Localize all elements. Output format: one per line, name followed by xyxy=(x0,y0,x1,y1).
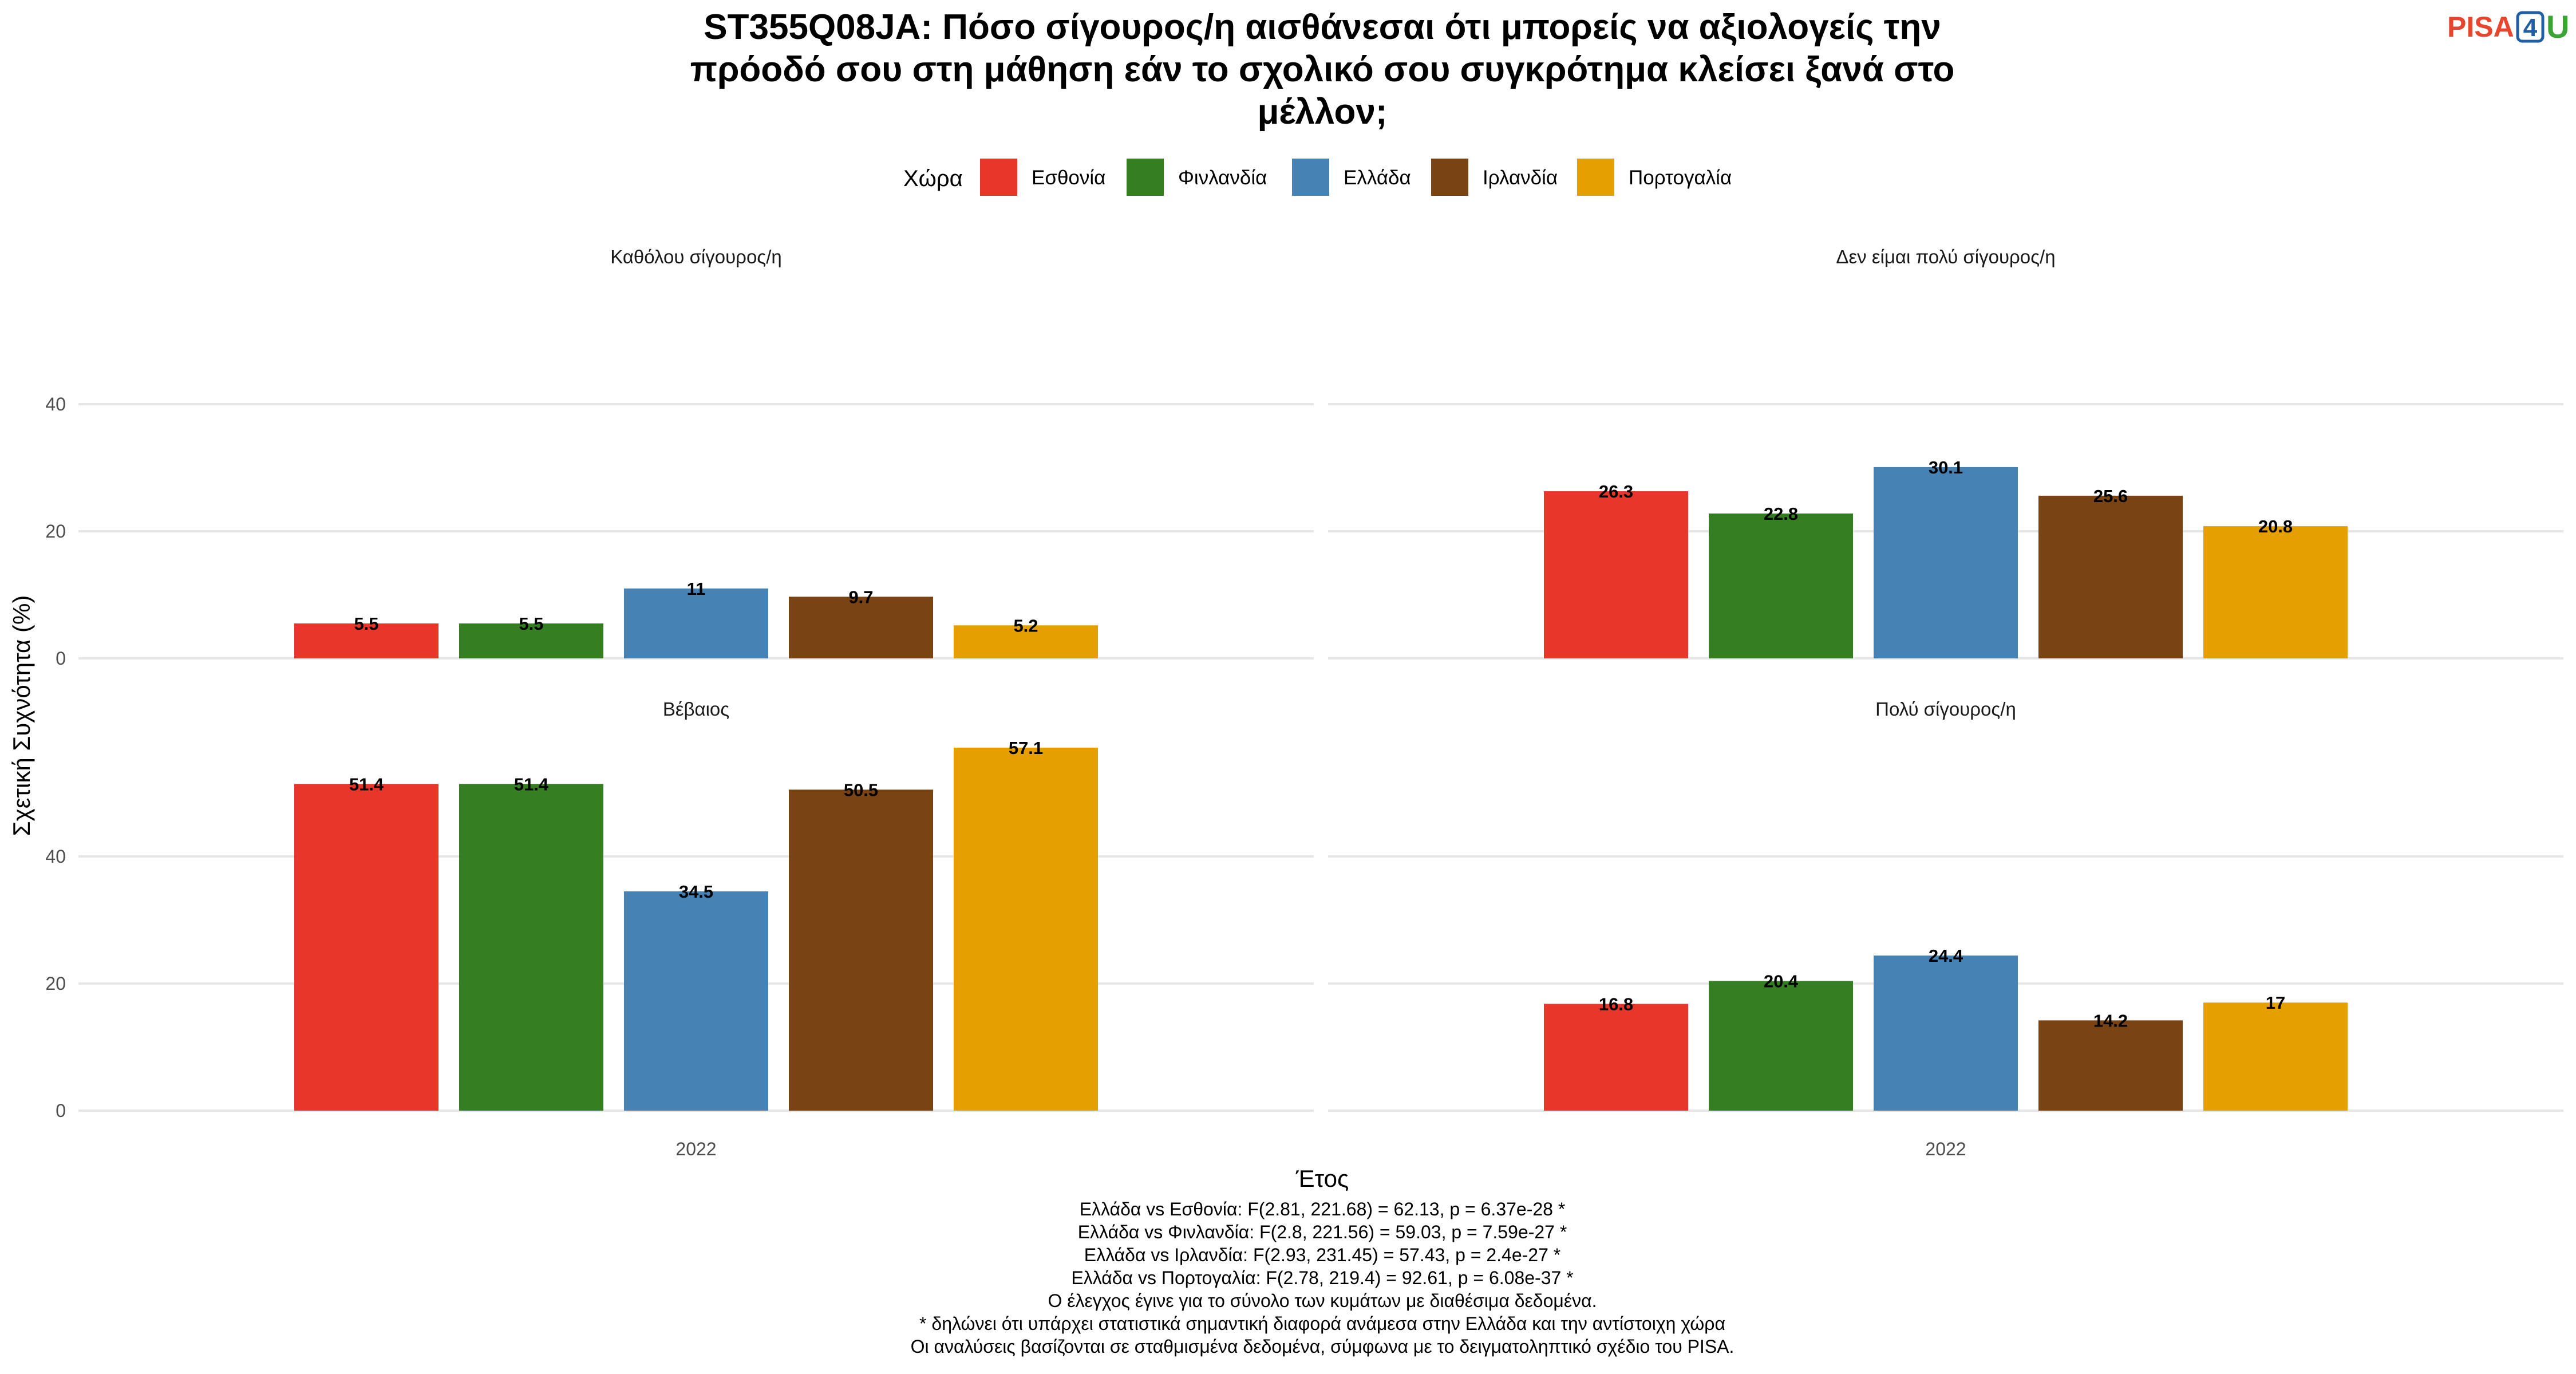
bar xyxy=(1544,1004,1688,1111)
bar-value-label: 5.5 xyxy=(519,614,543,634)
panel: Βέβαιος 0 20 40 51.4 51.4 34.5 50.5 57.1 2022 xyxy=(45,698,1314,1159)
bar-value-label: 17 xyxy=(2266,993,2285,1013)
legend: Χώρα Εσθονία Φινλανδία Ελλάδα Ιρλανδία Πορτο… xyxy=(903,159,1732,196)
bar xyxy=(1544,491,1688,658)
y-axis-title: Σχετική Συχνότητα (%) xyxy=(8,595,35,836)
legend-label: Ιρλανδία xyxy=(1483,167,1558,189)
legend-swatch xyxy=(980,159,1017,196)
bar-value-label: 30.1 xyxy=(1929,457,1963,477)
bar-value-label: 51.4 xyxy=(514,774,549,794)
legend-swatch xyxy=(1431,159,1468,196)
bar-value-label: 14.2 xyxy=(2093,1010,2128,1030)
bar xyxy=(2203,526,2348,658)
chart-title-line: πρόοδό σου στη μάθηση εάν το σχολικό σου… xyxy=(690,50,1955,89)
panel-title: Πολύ σίγουρος/η xyxy=(1875,698,2016,720)
bar-value-label: 11 xyxy=(687,579,706,599)
bar-value-label: 5.5 xyxy=(354,614,378,634)
bar xyxy=(294,784,438,1111)
legend-label: Εσθονία xyxy=(1032,167,1105,189)
chart-title-line: μέλλον; xyxy=(1257,92,1387,132)
y-tick-label: 40 xyxy=(45,846,66,867)
caption: Ελλάδα vs Εσθονία: F(2.81, 221.68) = 62.… xyxy=(911,1199,1735,1357)
legend-label: Φινλανδία xyxy=(1178,167,1267,189)
bar-value-label: 25.6 xyxy=(2093,486,2128,506)
bar-value-label: 34.5 xyxy=(679,882,713,902)
x-axis-title: Έτος xyxy=(1295,1165,1349,1192)
pisa4u-logo: PISA 4 U xyxy=(2447,9,2569,45)
bar xyxy=(459,623,603,658)
bar-value-label: 26.3 xyxy=(1599,481,1633,502)
caption-line: Ελλάδα vs Ιρλανδία: F(2.93, 231.45) = 57… xyxy=(1084,1245,1560,1265)
legend-title: Χώρα xyxy=(903,166,963,191)
caption-line: Ελλάδα vs Φινλανδία: F(2.8, 221.56) = 59… xyxy=(1078,1222,1567,1242)
y-tick-label: 20 xyxy=(45,521,66,542)
panel: Πολύ σίγουρος/η 16.8 20.4 24.4 14.2 17 2022 xyxy=(1328,698,2563,1159)
bar-value-label: 57.1 xyxy=(1009,738,1043,758)
logo-text-u: U xyxy=(2546,9,2569,45)
caption-line: Ο έλεγχος έγινε για το σύνολο των κυμάτω… xyxy=(1048,1290,1597,1311)
bar xyxy=(2203,1002,2348,1111)
bar-value-label: 20.4 xyxy=(1764,971,1799,991)
caption-line: Ελλάδα vs Εσθονία: F(2.81, 221.68) = 62.… xyxy=(1080,1199,1566,1219)
legend-label: Ελλάδα xyxy=(1344,167,1411,189)
bar xyxy=(1709,513,1853,658)
bar xyxy=(1874,467,2018,658)
bar-value-label: 16.8 xyxy=(1599,994,1633,1014)
bar xyxy=(2038,1020,2183,1111)
logo-text-4: 4 xyxy=(2523,14,2538,42)
bar-value-label: 24.4 xyxy=(1929,946,1963,966)
panel: Δεν είμαι πολύ σίγουρος/η 26.3 22.8 30.1 25.… xyxy=(1328,246,2563,660)
y-tick-label: 0 xyxy=(56,1100,66,1121)
bar xyxy=(624,891,768,1111)
bar xyxy=(789,597,933,658)
bar xyxy=(1874,956,2018,1111)
bar xyxy=(1709,981,1853,1111)
legend-swatch xyxy=(1127,159,1164,196)
bar-value-label: 22.8 xyxy=(1764,504,1798,524)
bar-value-label: 20.8 xyxy=(2258,516,2293,536)
bar xyxy=(954,748,1098,1111)
chart-title-line: ST355Q08JA: Πόσο σίγουρος/η αισθάνεσαι ό… xyxy=(704,7,1941,47)
y-tick-label: 0 xyxy=(56,648,66,669)
bar xyxy=(954,625,1098,658)
bar-value-label: 50.5 xyxy=(844,780,878,800)
logo-box xyxy=(2516,11,2545,43)
y-tick-label: 20 xyxy=(45,973,66,994)
y-tick-label: 40 xyxy=(45,394,66,414)
bar xyxy=(294,623,438,658)
caption-line: Ελλάδα vs Πορτογαλία: F(2.78, 219.4) = 9… xyxy=(1071,1268,1573,1288)
caption-line: Οι αναλύσεις βασίζονται σε σταθμισμένα δ… xyxy=(911,1336,1735,1357)
bar-value-label: 9.7 xyxy=(848,587,873,607)
chart-title: ST355Q08JA: Πόσο σίγουρος/η αισθάνεσαι ό… xyxy=(690,7,1955,132)
panel-title: Δεν είμαι πολύ σίγουρος/η xyxy=(1836,246,2055,267)
panels: Καθόλου σίγουρος/η 0 20 40 5.5 5.5 11 9.7 5.2 Δεν… xyxy=(45,246,2563,1159)
panel: Καθόλου σίγουρος/η 0 20 40 5.5 5.5 11 9.7 5.2 xyxy=(45,246,1314,669)
bar xyxy=(2038,495,2183,658)
bar-value-label: 51.4 xyxy=(349,774,384,794)
bar-value-label: 5.2 xyxy=(1013,615,1038,635)
bar xyxy=(459,784,603,1111)
caption-line: * δηλώνει ότι υπάρχει στατιστικά σημαντι… xyxy=(919,1313,1725,1334)
bar xyxy=(789,789,933,1111)
x-tick-label: 2022 xyxy=(675,1139,716,1159)
legend-swatch xyxy=(1577,159,1614,196)
logo-text-pisa: PISA xyxy=(2447,11,2514,43)
bar xyxy=(624,588,768,658)
legend-label: Πορτογαλία xyxy=(1629,167,1732,189)
legend-swatch xyxy=(1292,159,1329,196)
panel-title: Καθόλου σίγουρος/η xyxy=(610,246,781,267)
panel-title: Βέβαιος xyxy=(663,698,729,720)
x-tick-label: 2022 xyxy=(1925,1139,1966,1159)
